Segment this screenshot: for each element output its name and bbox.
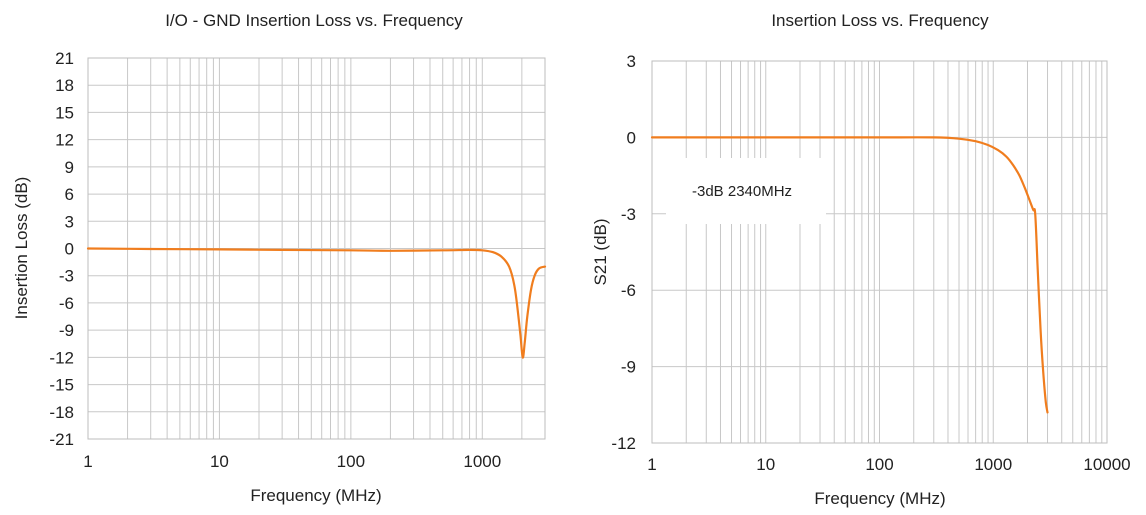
plot-frame bbox=[651, 60, 1108, 444]
tick-labels: 21 18 15 12 9 6 3 0 -3 -6 -9 -12 -15 -18 -21 1 10 100 1000 bbox=[49, 49, 501, 471]
tick-labels: 3 0 -3 -6 -9 -12 1 10 100 1000 10000 bbox=[611, 52, 1130, 474]
y-axis-title: Insertion Loss (dB) bbox=[12, 177, 31, 320]
chart-title: I/O - GND Insertion Loss vs. Frequency bbox=[165, 11, 463, 30]
y-tick-label: -6 bbox=[621, 281, 636, 300]
y-tick-label: -18 bbox=[49, 403, 74, 422]
annotation-background bbox=[666, 158, 826, 224]
y-tick-label: -21 bbox=[49, 430, 74, 449]
x-tick-label: 10 bbox=[756, 455, 775, 474]
y-tick-label: -3 bbox=[59, 267, 74, 286]
annotation-label: -3dB 2340MHz bbox=[692, 183, 792, 200]
y-tick-label: 3 bbox=[65, 212, 74, 231]
x-tick-label: 1 bbox=[647, 455, 656, 474]
chart-insertion-loss-s21: Insertion Loss vs. Frequency -3dB 2340MH… bbox=[591, 11, 1131, 508]
y-tick-label: 0 bbox=[627, 128, 636, 147]
y-axis-title: S21 (dB) bbox=[591, 218, 610, 285]
x-tick-label: 1 bbox=[83, 452, 92, 471]
y-tick-label: 6 bbox=[65, 185, 74, 204]
series-line bbox=[650, 136, 1049, 414]
y-tick-label: 18 bbox=[55, 76, 74, 95]
series-line bbox=[86, 247, 547, 359]
chart-insertion-loss-io-gnd: I/O - GND Insertion Loss vs. Frequency 2… bbox=[12, 11, 547, 505]
y-tick-label: 3 bbox=[627, 52, 636, 71]
x-tick-label: 100 bbox=[337, 452, 365, 471]
chart-title: Insertion Loss vs. Frequency bbox=[771, 11, 989, 30]
x-tick-label: 1000 bbox=[463, 452, 501, 471]
y-tick-label: -9 bbox=[59, 321, 74, 340]
grid bbox=[651, 60, 1107, 444]
y-tick-label: -9 bbox=[621, 358, 636, 377]
y-tick-label: -6 bbox=[59, 294, 74, 313]
y-tick-label: -15 bbox=[49, 376, 74, 395]
x-axis-title: Frequency (MHz) bbox=[814, 489, 945, 508]
y-tick-label: 15 bbox=[55, 103, 74, 122]
y-tick-label: 21 bbox=[55, 49, 74, 68]
x-tick-label: 100 bbox=[865, 455, 893, 474]
x-axis-title: Frequency (MHz) bbox=[250, 486, 381, 505]
y-tick-label: -12 bbox=[49, 348, 74, 367]
y-tick-label: -12 bbox=[611, 434, 636, 453]
y-tick-label: 0 bbox=[65, 240, 74, 259]
y-tick-label: 12 bbox=[55, 131, 74, 150]
y-tick-label: 9 bbox=[65, 158, 74, 177]
y-tick-label: -3 bbox=[621, 205, 636, 224]
x-tick-label: 10 bbox=[210, 452, 229, 471]
x-tick-label: 1000 bbox=[974, 455, 1012, 474]
x-tick-label: 10000 bbox=[1083, 455, 1130, 474]
